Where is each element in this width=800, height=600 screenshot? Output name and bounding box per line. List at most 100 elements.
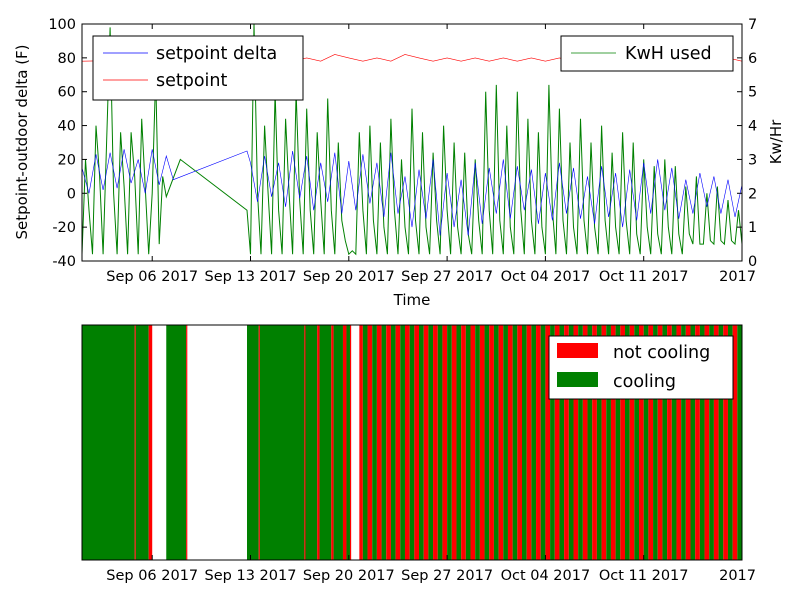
not-cooling-band [536, 325, 541, 560]
left-y-tick-label: 0 [67, 186, 76, 202]
not-cooling-band [676, 325, 682, 560]
cooling-band [333, 325, 343, 560]
cooling-band [493, 325, 499, 560]
not-cooling-band [258, 325, 260, 560]
not-cooling-band [331, 325, 334, 560]
not-cooling-band [685, 325, 691, 560]
bottom-x-tick-label: 2017 [719, 568, 756, 584]
not-cooling-band [648, 325, 654, 560]
right-y-tick-label: 2 [748, 186, 757, 202]
cooling-band [82, 325, 135, 560]
not-cooling-band [620, 325, 625, 560]
cooling-band [409, 325, 415, 560]
not-cooling-band [395, 325, 401, 560]
right-y-tick-label: 5 [748, 85, 757, 101]
cooling-band [346, 325, 350, 560]
cooling-band [727, 325, 733, 560]
cooling-band [381, 325, 387, 560]
top-ticks-layer: Sep 06 2017 Sep 13 2017 Sep 20 2017 Sep 27 … [48, 17, 757, 285]
cooling-band [419, 325, 424, 560]
bottom-x-tick-label: Oct 04 2017 [501, 568, 591, 584]
not-cooling-band [592, 325, 597, 560]
cooling-band [428, 325, 434, 560]
not-cooling-band [317, 325, 320, 560]
not-cooling-band [610, 325, 616, 560]
cooling-band [390, 325, 396, 560]
cooling-band [531, 325, 537, 560]
not-cooling-band [470, 325, 476, 560]
bottom-x-tick-label: Oct 11 2017 [599, 568, 689, 584]
right-y-tick-label: 0 [748, 254, 757, 270]
cooling-band [624, 325, 630, 560]
not-cooling-band [423, 325, 429, 560]
cooling-band [540, 325, 546, 560]
not-cooling-band [667, 325, 672, 560]
bottom-x-tick-label: Sep 13 2017 [205, 568, 297, 584]
cooling-band [643, 325, 649, 560]
right-y-tick-label: 3 [748, 152, 757, 168]
bottom-x-tick-label: Sep 27 2017 [401, 568, 493, 584]
not-cooling-band [723, 325, 728, 560]
not-cooling-band [304, 325, 306, 560]
cooling-legend: not cooling cooling [548, 335, 734, 400]
not-cooling-band [386, 325, 391, 560]
not-cooling-band [713, 325, 719, 560]
not-cooling-band [414, 325, 420, 560]
not-cooling-band [433, 325, 438, 560]
not-cooling-band [517, 325, 522, 560]
right-legend-box [560, 35, 734, 72]
right-y-tick-label: 4 [748, 119, 757, 135]
not-cooling-band [657, 325, 663, 560]
left-y-axis-title: Setpoint-outdoor delta (F) [13, 44, 31, 239]
right-y-tick-label: 6 [748, 51, 757, 67]
cooling-band [512, 325, 518, 560]
not-cooling-band [498, 325, 504, 560]
cooling-band [522, 325, 527, 560]
cooling-band [400, 325, 405, 560]
not-cooling-band [601, 325, 607, 560]
top-chart: Sep 06 2017 Sep 13 2017 Sep 20 2017 Sep 27 … [13, 17, 785, 309]
bottom-chart-frame [81, 324, 743, 561]
top-x-tick-label: Sep 20 2017 [303, 269, 395, 285]
cooling-band [456, 325, 462, 560]
legend-label-not-cooling: not cooling [613, 343, 710, 363]
cooling-band [568, 325, 574, 560]
cooling-band [737, 325, 742, 560]
left-y-tick-label: 20 [58, 152, 76, 168]
cooling-band [135, 325, 149, 560]
legend-label-cooling: cooling [613, 372, 676, 392]
top-x-tick-label: 2017 [719, 269, 756, 285]
right-y-axis-title: Kw/Hr [767, 119, 785, 164]
not-cooling-band [376, 325, 382, 560]
cooling-band [587, 325, 593, 560]
right-y-tick-label: 7 [748, 17, 757, 33]
legend-label-kwh-used: KwH used [625, 44, 712, 64]
cooling-band [259, 325, 305, 560]
cooling-band [718, 325, 724, 560]
cooling-band [475, 325, 480, 560]
bottom-bands-layer [82, 325, 742, 560]
left-legend-box [92, 35, 304, 101]
left-y-tick-label: 100 [48, 17, 76, 33]
top-x-tick-label: Oct 04 2017 [501, 269, 591, 285]
left-y-tick-label: 80 [58, 51, 76, 67]
top-x-tick-label: Sep 13 2017 [205, 269, 297, 285]
legend-label-setpoint: setpoint [156, 71, 228, 91]
cooling-band [709, 325, 714, 560]
not-cooling-band [367, 325, 373, 560]
cooling-band [615, 325, 621, 560]
left-legend: setpoint delta setpoint [92, 35, 304, 101]
not-cooling-band [695, 325, 700, 560]
top-x-tick-label: Sep 27 2017 [401, 269, 493, 285]
right-y-tick-label: 1 [748, 220, 757, 236]
not-cooling-band [732, 325, 738, 560]
cooling-band [681, 325, 686, 560]
legend-swatch-not-cooling [557, 343, 598, 358]
cooling-band [503, 325, 508, 560]
not-cooling-band [573, 325, 579, 560]
not-cooling-band [489, 325, 494, 560]
not-cooling-band [134, 325, 136, 560]
left-y-tick-label: 40 [58, 119, 76, 135]
not-cooling-band [479, 325, 485, 560]
